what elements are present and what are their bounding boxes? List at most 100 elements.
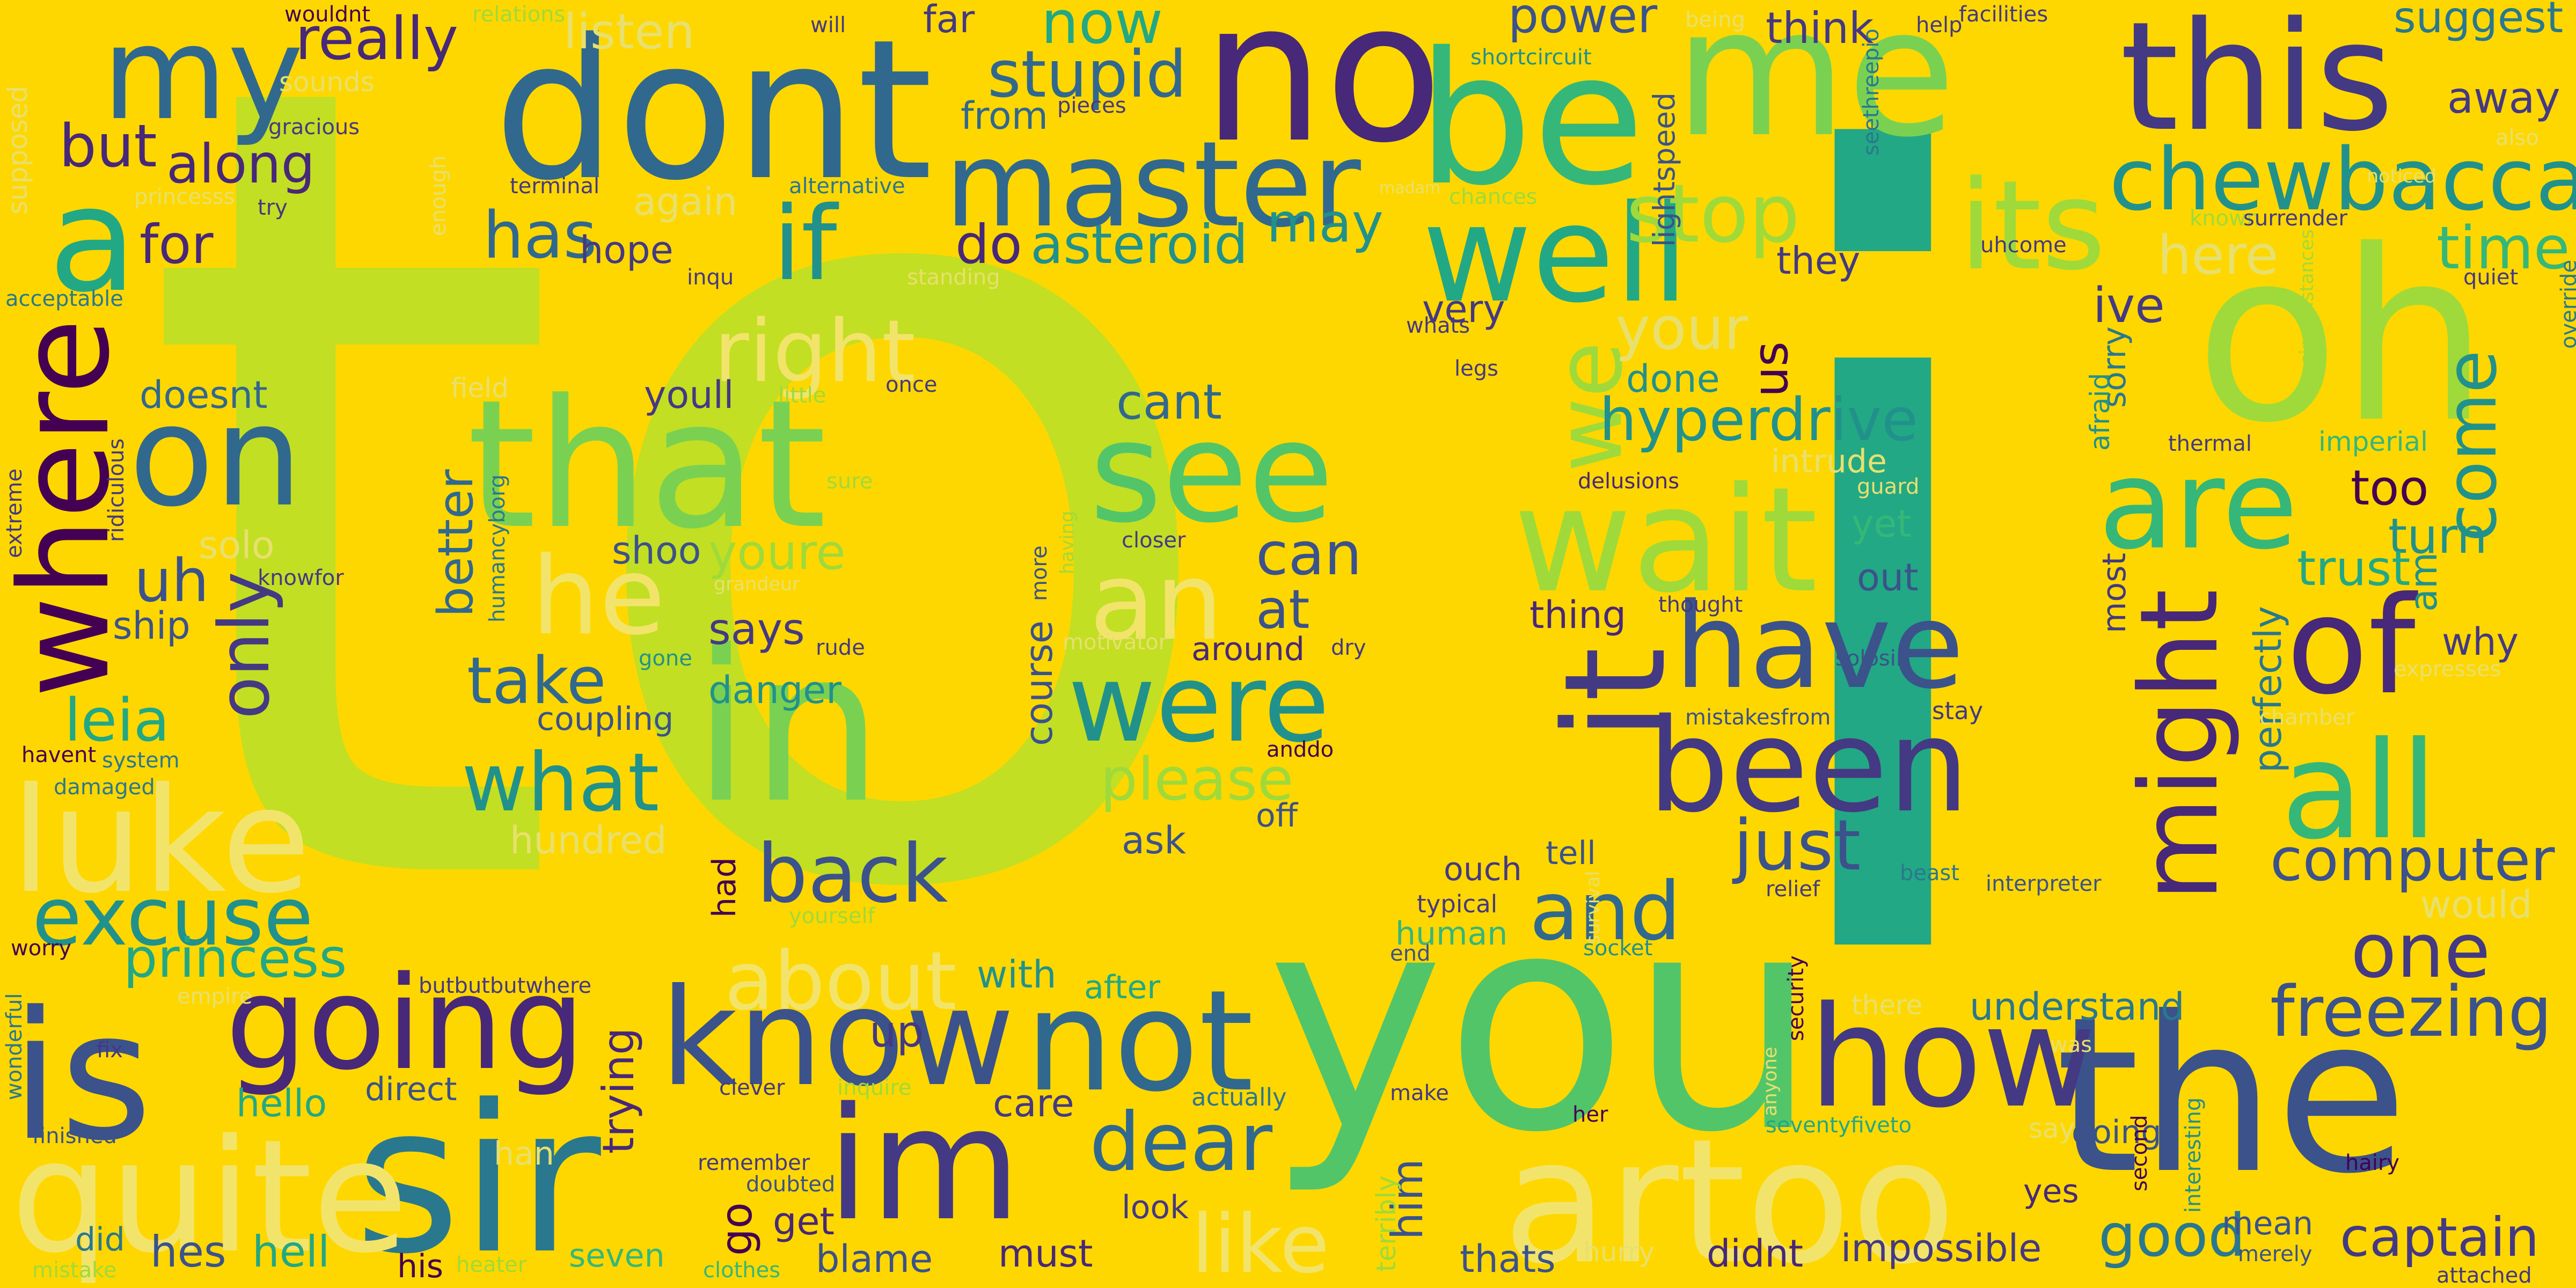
cloud-word-dont: dont bbox=[494, 0, 933, 223]
cloud-word-fix: fix bbox=[97, 1038, 123, 1063]
cloud-word-quite: quite bbox=[11, 1107, 408, 1287]
cloud-word-doubted: doubted bbox=[746, 1172, 835, 1197]
cloud-word-terribly: terribly bbox=[1371, 1175, 1402, 1272]
cloud-word-your: your bbox=[1615, 294, 1748, 363]
cloud-word-for: for bbox=[140, 213, 214, 276]
cloud-word-worry: worry bbox=[11, 936, 71, 961]
cloud-word-quiet: quiet bbox=[2463, 265, 2518, 290]
cloud-word-doesnt: doesnt bbox=[140, 373, 268, 417]
cloud-word-alternative: alternative bbox=[789, 174, 905, 199]
cloud-word-noticed: noticed bbox=[2367, 166, 2436, 187]
cloud-word-han: han bbox=[494, 1135, 554, 1173]
cloud-word-heater: heater bbox=[456, 1253, 527, 1277]
cloud-word-grandeur: grandeur bbox=[714, 574, 800, 595]
cloud-word-just: just bbox=[1732, 804, 1861, 886]
cloud-word-attached: attached bbox=[2436, 1263, 2532, 1288]
cloud-word-hurry: hurry bbox=[1583, 1236, 1655, 1268]
cloud-word-anddo: anddo bbox=[1267, 737, 1334, 762]
cloud-word-princesss: princesss bbox=[134, 185, 235, 209]
cloud-word-extreme: extreme bbox=[2, 469, 27, 558]
cloud-word-damaged: damaged bbox=[54, 775, 155, 800]
cloud-word-sir: sir bbox=[354, 1061, 603, 1288]
cloud-word-look: look bbox=[1122, 1189, 1189, 1226]
cloud-word-stupid: stupid bbox=[987, 38, 1187, 112]
cloud-word-they: they bbox=[1776, 239, 1860, 283]
cloud-word-legs: legs bbox=[1454, 356, 1498, 381]
cloud-word-and: and bbox=[1529, 865, 1681, 958]
cloud-word-doing: doing bbox=[2072, 1114, 2162, 1151]
cloud-word-turn: turn bbox=[2388, 508, 2487, 565]
cloud-word-chances: chances bbox=[1449, 185, 1538, 209]
cloud-word-clothes: clothes bbox=[703, 1258, 780, 1283]
cloud-word-in: in bbox=[692, 605, 883, 849]
cloud-word-madam: madam bbox=[1379, 179, 1440, 197]
cloud-word-off: off bbox=[1256, 797, 1299, 835]
cloud-word-danger: danger bbox=[708, 668, 841, 712]
cloud-word-were: were bbox=[1068, 641, 1330, 766]
cloud-word-has: has bbox=[483, 199, 597, 273]
cloud-word-hell: hell bbox=[252, 1227, 330, 1277]
cloud-word-trying: trying bbox=[594, 1028, 643, 1154]
cloud-word-uhcome: uhcome bbox=[1980, 233, 2067, 258]
cloud-word-rude: rude bbox=[816, 635, 865, 660]
cloud-word-must: must bbox=[998, 1232, 1093, 1276]
cloud-word-that: that bbox=[467, 362, 826, 568]
cloud-word-try: try bbox=[258, 195, 288, 220]
cloud-word-luke: luke bbox=[11, 756, 311, 925]
cloud-word-make: make bbox=[1390, 1081, 1449, 1106]
cloud-word-my: my bbox=[102, 0, 304, 149]
cloud-word-going: going bbox=[225, 948, 585, 1099]
cloud-word-enough: enough bbox=[426, 155, 451, 236]
cloud-word-seventyfiveto: seventyfiveto bbox=[1766, 1113, 1912, 1138]
cloud-word-hairy: hairy bbox=[2345, 1151, 2399, 1175]
cloud-word-it: it bbox=[1535, 647, 1697, 741]
cloud-word-leia: leia bbox=[64, 686, 170, 755]
cloud-word-delusions: delusions bbox=[1578, 469, 1679, 494]
cloud-word-her: her bbox=[1572, 1102, 1608, 1127]
cloud-word-say: say bbox=[2029, 1113, 2075, 1144]
cloud-word-if: if bbox=[773, 185, 839, 303]
cloud-word-yourself: yourself bbox=[789, 904, 876, 928]
cloud-word-to: to bbox=[134, 0, 1239, 1129]
cloud-word-socket: socket bbox=[1583, 936, 1652, 961]
cloud-word-us: us bbox=[1743, 341, 1799, 397]
cloud-word-thermal: thermal bbox=[2168, 431, 2252, 456]
cloud-word-thats: thats bbox=[1460, 1237, 1556, 1281]
cloud-word-empire: empire bbox=[177, 984, 252, 1009]
cloud-word-yet: yet bbox=[1851, 502, 1912, 546]
cloud-word-now: now bbox=[1041, 0, 1163, 57]
cloud-word-seethreepio: seethreepio bbox=[1859, 28, 1884, 156]
cloud-word-chamber: chamber bbox=[2259, 705, 2355, 730]
cloud-word-done: done bbox=[1626, 357, 1720, 401]
cloud-word-youre: youre bbox=[708, 524, 846, 581]
cloud-word-like: like bbox=[1191, 1198, 1329, 1288]
cloud-word-hyperdrive: hyperdrive bbox=[1599, 385, 1918, 454]
cloud-word-was: was bbox=[2050, 1033, 2092, 1057]
cloud-word-back: back bbox=[757, 828, 948, 921]
cloud-word-after: after bbox=[1084, 969, 1160, 1006]
cloud-word-solo: solo bbox=[199, 523, 275, 567]
cloud-word-an: an bbox=[1089, 539, 1223, 664]
cloud-word-where: where bbox=[0, 319, 137, 698]
cloud-word-whats: whats bbox=[1406, 313, 1470, 338]
cloud-word-human: human bbox=[1395, 915, 1507, 953]
cloud-word-stay: stay bbox=[1932, 697, 1983, 725]
cloud-word-course: course bbox=[1017, 620, 1061, 746]
cloud-word-shoo: shoo bbox=[612, 529, 701, 573]
cloud-word-around: around bbox=[1191, 631, 1305, 668]
cloud-word-have: have bbox=[1674, 577, 1964, 715]
cloud-word-sorry: sorry bbox=[2096, 326, 2133, 408]
cloud-word-may: may bbox=[1267, 192, 1384, 254]
cloud-word-here: here bbox=[2157, 224, 2278, 287]
cloud-word-relations: relations bbox=[472, 2, 565, 27]
cloud-word-its: its bbox=[1959, 155, 2106, 298]
cloud-word-hope: hope bbox=[580, 228, 674, 272]
cloud-word-inqu: inqu bbox=[687, 265, 734, 290]
cloud-word-ship: ship bbox=[113, 604, 191, 648]
cloud-word-not: not bbox=[1025, 961, 1254, 1123]
cloud-word-why: why bbox=[2442, 620, 2519, 664]
cloud-word-master: master bbox=[945, 116, 1361, 253]
cloud-word-go: go bbox=[712, 1202, 762, 1256]
cloud-word-up: up bbox=[869, 1007, 924, 1057]
